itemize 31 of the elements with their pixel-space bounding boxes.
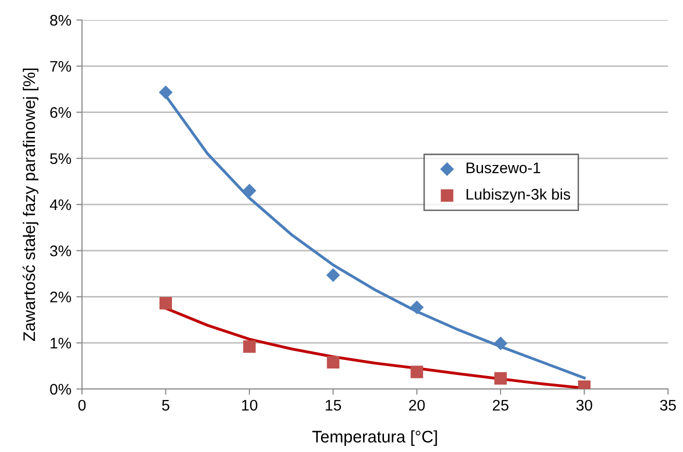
y-tick-label: 2% bbox=[50, 292, 72, 302]
y-tick-label: 0% bbox=[50, 384, 72, 395]
x-axis-title: Temperatura [°C] bbox=[312, 430, 437, 446]
point bbox=[494, 372, 507, 385]
legend-label: Lubiszyn-3k bis bbox=[466, 188, 570, 203]
x-tick-label: 0 bbox=[78, 400, 86, 411]
y-tick-label: 4% bbox=[50, 199, 72, 210]
y-tick-label: 6% bbox=[50, 107, 72, 118]
x-tick-label: 15 bbox=[326, 400, 341, 411]
point bbox=[326, 268, 340, 282]
y-tick-label: 7% bbox=[50, 61, 72, 72]
x-tick-label: 35 bbox=[660, 400, 676, 411]
point bbox=[158, 86, 173, 100]
legend-label: Buszewo-1 bbox=[466, 162, 540, 174]
point bbox=[494, 336, 508, 350]
y-tick-label: 8% bbox=[50, 14, 72, 26]
x-tick-label: 5 bbox=[162, 400, 170, 411]
point bbox=[326, 356, 340, 368]
x-tick-label: 30 bbox=[576, 400, 592, 411]
point bbox=[410, 366, 424, 378]
point bbox=[410, 300, 424, 314]
y-axis-title: Zawartość stałej fazy parafinowej [%] bbox=[22, 68, 38, 342]
point bbox=[242, 184, 256, 198]
y-tick-label: 5% bbox=[50, 153, 72, 164]
y-tick-label: 3% bbox=[50, 245, 72, 256]
x-tick-label: 20 bbox=[409, 400, 425, 411]
x-tick-label: 25 bbox=[492, 400, 508, 411]
point bbox=[243, 340, 256, 353]
y-tick-label: 1% bbox=[50, 338, 72, 348]
point bbox=[159, 296, 172, 310]
x-tick-label: 10 bbox=[242, 400, 258, 411]
